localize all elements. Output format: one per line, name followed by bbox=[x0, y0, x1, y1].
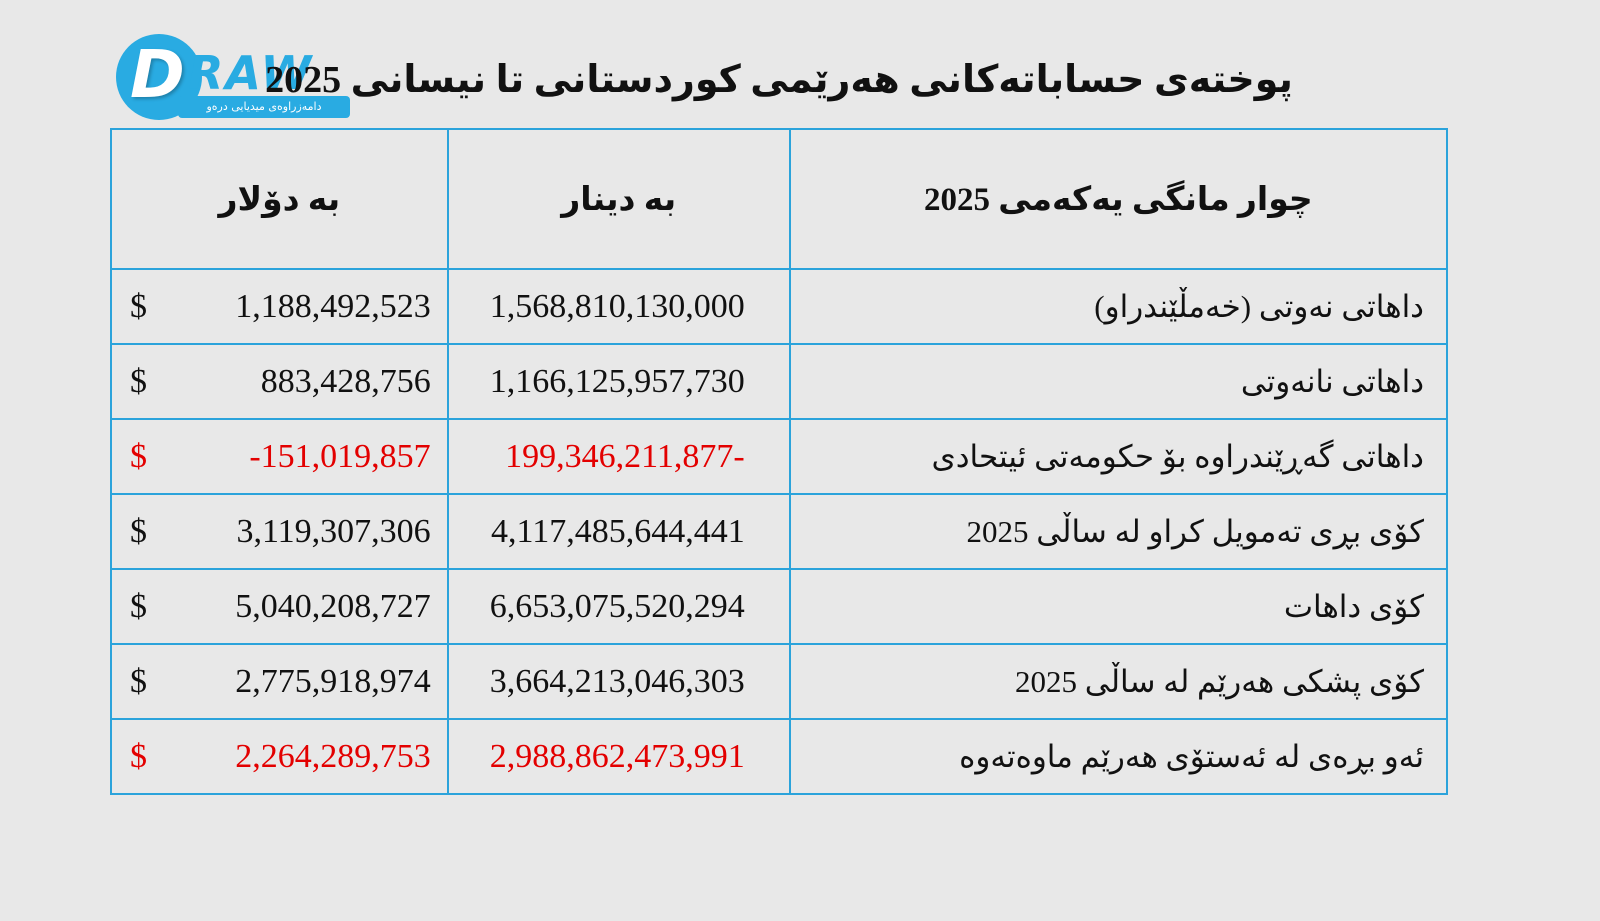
row-label: کۆی داهات bbox=[788, 568, 1449, 645]
row-dollar-value: 3,119,307,306 bbox=[236, 512, 431, 550]
currency-symbol: $ bbox=[130, 437, 147, 475]
currency-symbol: $ bbox=[130, 737, 147, 775]
row-dollar-cell: $ 2,775,918,974 bbox=[110, 643, 449, 720]
table-row: کۆی داهات 6,653,075,520,294 $ 5,040,208,… bbox=[110, 568, 1449, 645]
row-dollar-cell: $ -151,019,857 bbox=[110, 418, 449, 495]
row-dollar-cell: $ 883,428,756 bbox=[110, 343, 449, 420]
page-title: پوختەی حساباتەکانی هەرێمی کوردستانی تا ن… bbox=[265, 59, 1293, 101]
row-dollar-value: 5,040,208,727 bbox=[235, 587, 431, 625]
table-row: داهاتی نانەوتی 1,166,125,957,730 $ 883,4… bbox=[110, 343, 1449, 420]
row-dinar-value: 1,166,125,957,730 bbox=[446, 343, 791, 420]
row-dinar-value: 199,346,211,877- bbox=[446, 418, 791, 495]
row-dinar-value: 4,117,485,644,441 bbox=[446, 493, 791, 570]
row-label: داهاتی نانەوتی bbox=[788, 343, 1449, 420]
table-header-row: چوار مانگی یەکەمی 2025 به دینار به دۆلار bbox=[110, 128, 1449, 270]
row-dollar-value: 2,264,289,753 bbox=[235, 737, 431, 775]
accounts-summary-table: چوار مانگی یەکەمی 2025 به دینار به دۆلار… bbox=[110, 128, 1449, 795]
logo-letter-d: D bbox=[130, 36, 185, 113]
row-dollar-value: 883,428,756 bbox=[260, 362, 431, 400]
logo-wordmark-raw: RAW bbox=[188, 46, 314, 100]
table-row: ئەو بڕەی لە ئەستۆی هەرێم ماوەتەوە 2,988,… bbox=[110, 718, 1449, 795]
currency-symbol: $ bbox=[130, 362, 147, 400]
row-dinar-value: 1,568,810,130,000 bbox=[446, 268, 791, 345]
currency-symbol: $ bbox=[130, 587, 147, 625]
row-label: کۆی بڕی تەمویل کراو لە ساڵی 2025 bbox=[788, 493, 1449, 570]
row-dollar-cell: $ 5,040,208,727 bbox=[110, 568, 449, 645]
currency-symbol: $ bbox=[130, 287, 147, 325]
row-dollar-value: -151,019,857 bbox=[249, 437, 431, 475]
currency-symbol: $ bbox=[130, 512, 147, 550]
header-dinar: به دینار bbox=[446, 128, 791, 270]
header-dollar: به دۆلار bbox=[110, 128, 449, 270]
row-dinar-value: 6,653,075,520,294 bbox=[446, 568, 791, 645]
row-dollar-cell: $ 1,188,492,523 bbox=[110, 268, 449, 345]
row-dollar-value: 2,775,918,974 bbox=[235, 662, 431, 700]
row-label: ئەو بڕەی لە ئەستۆی هەرێم ماوەتەوە bbox=[788, 718, 1449, 795]
row-label: داهاتی نەوتی (خەمڵێندراو) bbox=[788, 268, 1449, 345]
table-row: کۆی پشکی هەرێم لە ساڵی 2025 3,664,213,04… bbox=[110, 643, 1449, 720]
header-category: چوار مانگی یەکەمی 2025 bbox=[788, 128, 1449, 270]
logo-banner-text: دامەزراوەی میدیایی درەو bbox=[178, 96, 350, 118]
table-row: کۆی بڕی تەمویل کراو لە ساڵی 2025 4,117,4… bbox=[110, 493, 1449, 570]
table-row: داهاتی گەڕێندراوە بۆ حکومەتی ئیتحادی 199… bbox=[110, 418, 1449, 495]
row-dollar-value: 1,188,492,523 bbox=[235, 287, 431, 325]
currency-symbol: $ bbox=[130, 662, 147, 700]
row-label: داهاتی گەڕێندراوە بۆ حکومەتی ئیتحادی bbox=[788, 418, 1449, 495]
row-dinar-value: 3,664,213,046,303 bbox=[446, 643, 791, 720]
draw-media-logo: D RAW دامەزراوەی میدیایی درەو bbox=[116, 30, 356, 126]
row-dinar-value: 2,988,862,473,991 bbox=[446, 718, 791, 795]
table-row: داهاتی نەوتی (خەمڵێندراو) 1,568,810,130,… bbox=[110, 268, 1449, 345]
row-label: کۆی پشکی هەرێم لە ساڵی 2025 bbox=[788, 643, 1449, 720]
row-dollar-cell: $ 3,119,307,306 bbox=[110, 493, 449, 570]
row-dollar-cell: $ 2,264,289,753 bbox=[110, 718, 449, 795]
